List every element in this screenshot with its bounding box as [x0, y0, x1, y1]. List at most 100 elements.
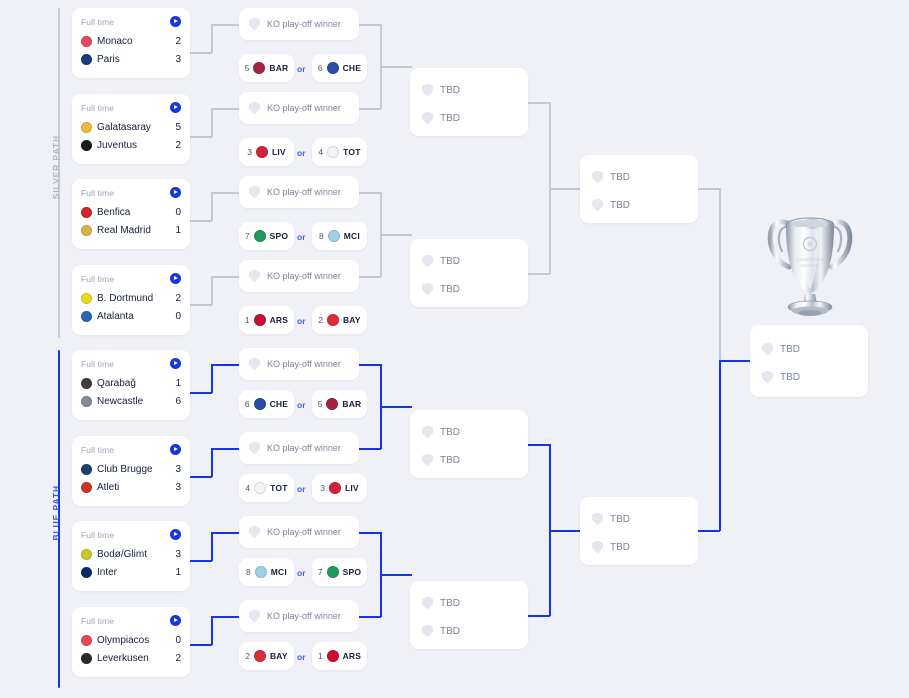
tbd-card[interactable]: TBD TBD	[410, 581, 528, 649]
team-abbr: BAY	[269, 651, 288, 661]
connector-m6	[190, 476, 212, 478]
connector-ko8-out	[359, 616, 381, 618]
or-label: or	[297, 400, 306, 410]
svg-text:CHAMPIONS: CHAMPIONS	[796, 257, 823, 262]
seed-card-left[interactable]: 8 MCI	[239, 558, 294, 586]
seed-card-left[interactable]: 7 SPO	[239, 222, 294, 250]
play-icon[interactable]	[170, 358, 181, 369]
connector-ko4-out	[359, 276, 381, 278]
match-card[interactable]: Full time Club Brugge 3 Atleti 3	[72, 436, 190, 506]
ko-winner-card[interactable]: KO play-off winner	[239, 600, 359, 632]
atletico-madrid-crest	[81, 481, 92, 493]
match-card[interactable]: Full time Galatasaray 5 Juventus 2	[72, 94, 190, 164]
ko-winner-card[interactable]: KO play-off winner	[239, 8, 359, 40]
tbd-label: TBD	[780, 343, 800, 355]
match-card[interactable]: Full time Bodø/Glimt 3 Inter 1	[72, 521, 190, 591]
tbd-card[interactable]: TBD TBD	[410, 68, 528, 136]
tbd-row-top: TBD	[592, 166, 698, 188]
match-card[interactable]: Full time B. Dortmund 2 Atalanta 0	[72, 265, 190, 335]
ko-winner-card[interactable]: KO play-off winner	[239, 348, 359, 380]
connector-final-in	[719, 360, 752, 362]
team-score: 6	[175, 395, 181, 407]
galatasaray-crest	[81, 121, 92, 133]
team-score: 0	[175, 310, 181, 322]
match-card[interactable]: Full time Monaco 2 Paris 3	[72, 8, 190, 78]
team-name: Inter	[97, 566, 118, 578]
seed-card-left[interactable]: 2 BAY	[239, 642, 294, 670]
shield-icon	[249, 357, 260, 371]
connector-ko6-out	[359, 448, 381, 450]
final-card[interactable]: TBD TBD	[750, 325, 868, 397]
ko-winner-card[interactable]: KO play-off winner	[239, 92, 359, 124]
arsenal-crest	[326, 650, 339, 662]
team-score: 1	[175, 377, 181, 389]
seed-card-right[interactable]: 6 CHE	[312, 54, 367, 82]
match-card[interactable]: Full time Benfica 0 Real Madrid 1	[72, 179, 190, 249]
ko-winner-card[interactable]: KO play-off winner	[239, 432, 359, 464]
tbd-card[interactable]: TBD TBD	[580, 497, 698, 565]
seed-card-right[interactable]: 3 LIV	[312, 474, 367, 502]
play-icon[interactable]	[170, 529, 181, 540]
seed-card-right[interactable]: 1 ARS	[312, 642, 367, 670]
tbd-card[interactable]: TBD TBD	[580, 155, 698, 223]
seed-card-left[interactable]: 6 CHE	[239, 390, 294, 418]
seed-card-left[interactable]: 3 LIV	[239, 138, 294, 166]
leverkusen-crest	[81, 652, 92, 664]
seed-number: 6	[317, 63, 323, 73]
connector-m2-b	[211, 108, 239, 110]
match-status: Full time	[81, 615, 115, 626]
seed-card-right[interactable]: 4 TOT	[312, 138, 367, 166]
match-card[interactable]: Full time Olympiacos 0 Leverkusen 2	[72, 607, 190, 677]
play-icon[interactable]	[170, 16, 181, 27]
team-name: Olympiacos	[97, 634, 150, 646]
tbd-card[interactable]: TBD TBD	[410, 410, 528, 478]
play-icon[interactable]	[170, 444, 181, 455]
seed-card-right[interactable]: 8 MCI	[312, 222, 367, 250]
or-label: or	[297, 64, 306, 74]
tbd-row-top: TBD	[422, 250, 528, 272]
seed-card-right[interactable]: 7 SPO	[312, 558, 367, 586]
ko-winner-card[interactable]: KO play-off winner	[239, 516, 359, 548]
connector-r16-1-out	[528, 102, 550, 104]
connector-m2	[190, 136, 212, 138]
tbd-label: TBD	[610, 199, 630, 211]
match-status: Full time	[81, 273, 115, 284]
play-icon[interactable]	[170, 273, 181, 284]
ko-winner-card[interactable]: KO play-off winner	[239, 176, 359, 208]
match-row-home: B. Dortmund 2	[81, 289, 181, 307]
man-city-crest	[254, 566, 267, 578]
blue-path-label: BLUE PATH	[51, 485, 61, 541]
play-icon[interactable]	[170, 102, 181, 113]
shield-icon	[422, 624, 433, 638]
team-name: Paris	[97, 53, 120, 65]
seed-card-left[interactable]: 1 ARS	[239, 306, 294, 334]
team-abbr: ARS	[269, 315, 289, 325]
team-name: Newcastle	[97, 395, 144, 407]
tbd-label: TBD	[440, 454, 460, 466]
tbd-row-top: TBD	[422, 79, 528, 101]
match-row-away: Real Madrid 1	[81, 221, 181, 239]
shield-icon	[762, 342, 773, 356]
connector-m5-v	[211, 364, 213, 393]
seed-card-right[interactable]: 2 BAY	[312, 306, 367, 334]
ko-winner-label: KO play-off winner	[267, 187, 341, 197]
team-abbr: TOT	[343, 147, 361, 157]
or-label: or	[297, 484, 306, 494]
ko-winner-label: KO play-off winner	[267, 611, 341, 621]
play-icon[interactable]	[170, 187, 181, 198]
seed-card-right[interactable]: 5 BAR	[312, 390, 367, 418]
team-score: 2	[175, 139, 181, 151]
match-card[interactable]: Full time Qarabağ 1 Newcastle 6	[72, 350, 190, 420]
seed-card-left[interactable]: 5 BAR	[239, 54, 294, 82]
olympiacos-crest	[81, 634, 92, 646]
connector-m4-b	[211, 276, 239, 278]
team-score: 3	[175, 548, 181, 560]
play-icon[interactable]	[170, 615, 181, 626]
match-status: Full time	[81, 444, 115, 455]
ko-winner-card[interactable]: KO play-off winner	[239, 260, 359, 292]
shield-icon	[249, 185, 260, 199]
seed-number: 5	[317, 399, 323, 409]
tbd-row-top: TBD	[422, 421, 528, 443]
seed-card-left[interactable]: 4 TOT	[239, 474, 294, 502]
tbd-card[interactable]: TBD TBD	[410, 239, 528, 307]
